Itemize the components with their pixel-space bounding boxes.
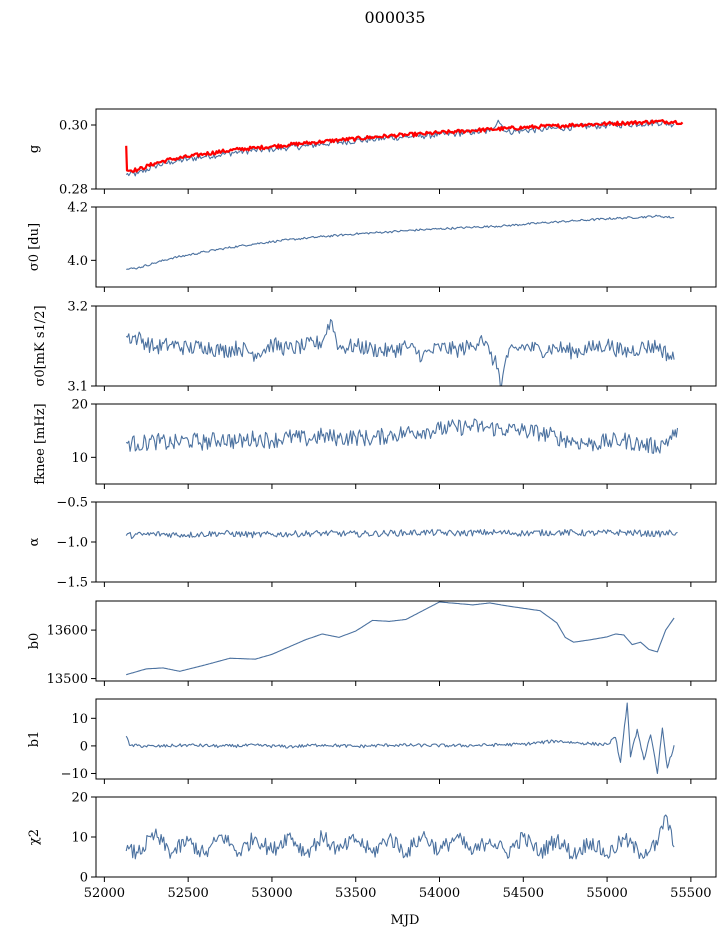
series-line-1 xyxy=(125,319,675,386)
panel-8-lines xyxy=(125,814,675,860)
y-tick-label: 0 xyxy=(80,739,88,754)
series-line-1 xyxy=(125,119,675,177)
panel-6: 13500 13600 b0 xyxy=(27,600,717,687)
panel-5-lines xyxy=(125,528,678,540)
panel-4: 10 20 fknee [mHz] xyxy=(33,398,717,489)
series-line-2 xyxy=(125,119,684,173)
y-axis-label: σ0 [du] xyxy=(27,223,42,271)
y-axis-label: α xyxy=(27,537,42,546)
x-tick-label: 52500 xyxy=(167,886,208,901)
panel-1-lines xyxy=(125,119,684,177)
y-axis-label: σ0[mK s1/2] xyxy=(33,305,48,386)
panel-2-lines xyxy=(126,214,675,270)
y-tick-label: 13600 xyxy=(47,624,88,639)
x-tick-label: 54500 xyxy=(503,886,544,901)
y-tick-label: 20 xyxy=(71,398,88,413)
y-tick-label: 3.1 xyxy=(67,380,88,395)
panel-5: −1.5 −1.0 −0.5 α xyxy=(27,496,717,591)
y-tick-label: −10 xyxy=(61,767,88,782)
axes-frame xyxy=(95,108,717,190)
panel-3-lines xyxy=(125,319,675,386)
y-tick-label: 0 xyxy=(80,871,88,886)
x-axis-label: MJD xyxy=(391,913,420,928)
axes-frame xyxy=(95,501,717,583)
panels: 0.28 0.30 g 4.0 4.2 σ0 [du] 3.1 3.2 σ0[mK s1/2] 1… xyxy=(27,108,717,901)
panel-1: 0.28 0.30 g xyxy=(27,108,717,198)
y-tick-label: 10 xyxy=(71,712,88,727)
panel-4-lines xyxy=(125,418,679,454)
y-tick-label: 10 xyxy=(71,831,88,846)
y-tick-label: −1.5 xyxy=(56,576,88,591)
y-axis-label: g xyxy=(27,145,42,153)
series-line-1 xyxy=(125,528,678,540)
axes-frame xyxy=(95,600,717,682)
x-tick-label: 53500 xyxy=(335,886,376,901)
panel-3: 3.1 3.2 σ0[mK s1/2] xyxy=(33,300,717,395)
axes-frame xyxy=(95,206,717,288)
y-axis-label: χ2 xyxy=(27,829,42,845)
figure-title: 000035 xyxy=(364,8,425,27)
x-tick-label: 52000 xyxy=(84,886,125,901)
series-line-1 xyxy=(125,418,679,454)
x-tick-label: 55500 xyxy=(670,886,711,901)
series-line-1 xyxy=(125,814,675,860)
panel-7: −10 0 10 b1 xyxy=(27,698,717,784)
axes-frame xyxy=(95,796,717,878)
y-tick-label: 20 xyxy=(71,791,88,806)
y-tick-label: 0.28 xyxy=(59,183,88,198)
y-tick-label: 3.2 xyxy=(67,300,88,315)
y-tick-label: −0.5 xyxy=(56,496,88,511)
panel-8: 0 10 20 χ2 52000 52500 53000 53500 54000 54500 550… xyxy=(27,791,717,901)
y-axis-label: fknee [mHz] xyxy=(33,403,48,484)
series-line-1 xyxy=(126,601,675,676)
axes-frame xyxy=(95,305,717,387)
series-line-1 xyxy=(126,214,675,270)
y-tick-label: 0.30 xyxy=(59,119,88,134)
y-tick-label: −1.0 xyxy=(56,536,88,551)
x-tick-label: 55000 xyxy=(586,886,627,901)
axes-frame xyxy=(95,698,717,780)
y-tick-label: 4.2 xyxy=(67,201,88,216)
axes-frame xyxy=(95,403,717,485)
y-tick-label: 13500 xyxy=(47,672,88,687)
y-tick-label: 10 xyxy=(71,451,88,466)
x-tick-label: 53000 xyxy=(251,886,292,901)
x-tick-label: 54000 xyxy=(419,886,460,901)
y-axis-label: b1 xyxy=(27,731,42,748)
panel-6-lines xyxy=(126,601,675,676)
y-tick-label: 4.0 xyxy=(67,254,88,269)
panel-7-lines xyxy=(125,702,675,775)
panel-2: 4.0 4.2 σ0 [du] xyxy=(27,201,717,292)
y-axis-label: b0 xyxy=(27,633,42,650)
series-line-1 xyxy=(125,702,675,775)
